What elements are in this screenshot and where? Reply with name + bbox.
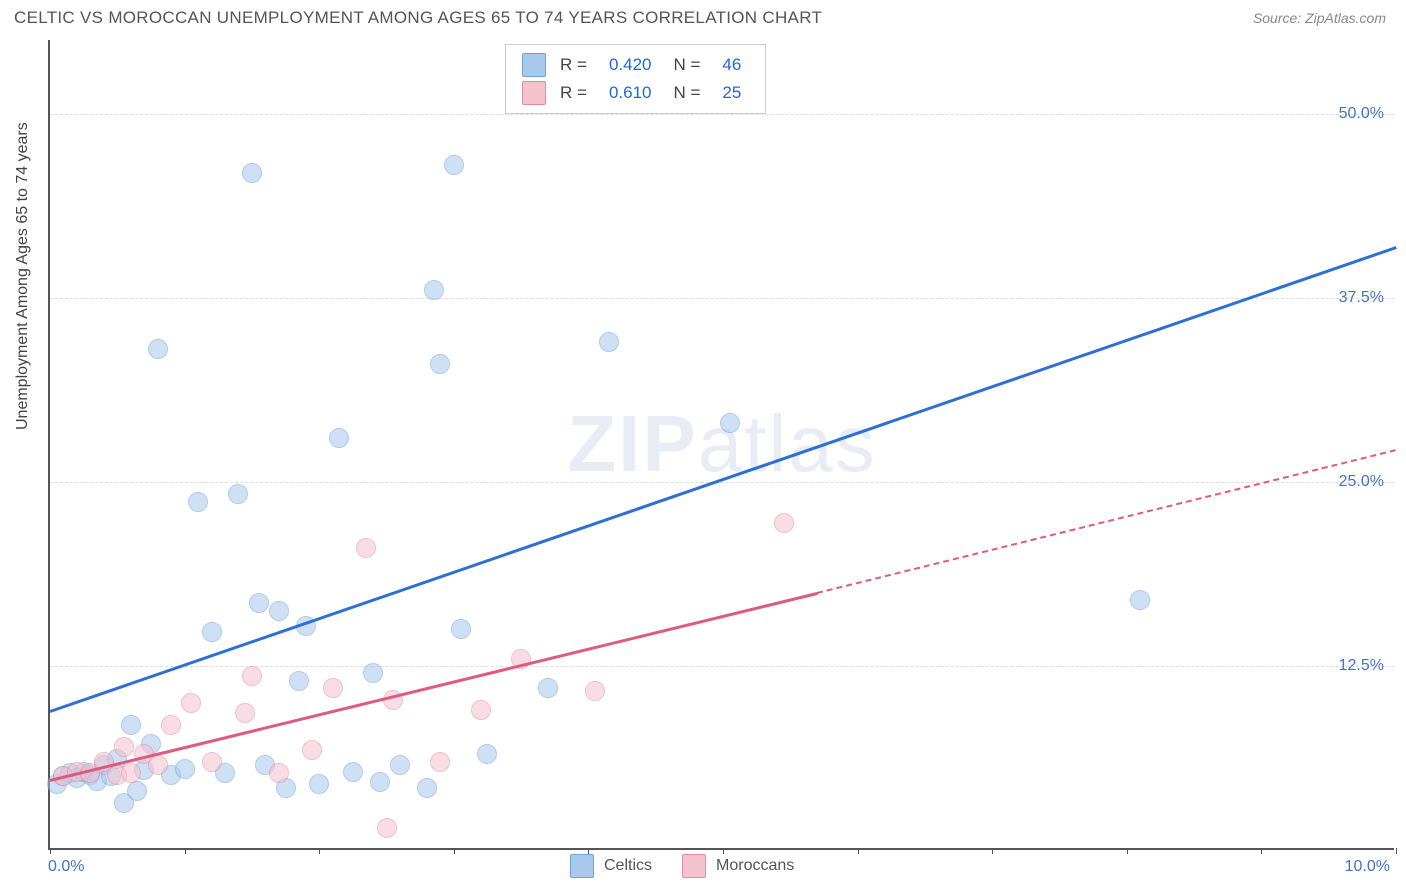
legend-item: Celtics — [570, 854, 652, 878]
data-point — [585, 681, 605, 701]
data-point — [720, 413, 740, 433]
data-point — [302, 740, 322, 760]
legend-r-label: R = — [560, 55, 587, 75]
x-tick — [723, 848, 724, 854]
legend-item: Moroccans — [682, 854, 794, 878]
data-point — [430, 354, 450, 374]
chart-title: CELTIC VS MOROCCAN UNEMPLOYMENT AMONG AG… — [14, 8, 822, 28]
x-tick — [588, 848, 589, 854]
legend-n-value: 46 — [714, 55, 749, 75]
x-tick-label: 10.0% — [1345, 858, 1390, 876]
data-point — [114, 737, 134, 757]
x-tick — [1396, 848, 1397, 854]
legend-label: Moroccans — [716, 857, 794, 875]
legend-n-label: N = — [673, 83, 700, 103]
data-point — [417, 778, 437, 798]
x-tick — [50, 848, 51, 854]
data-point — [242, 666, 262, 686]
data-point — [121, 715, 141, 735]
data-point — [202, 752, 222, 772]
chart-header: CELTIC VS MOROCCAN UNEMPLOYMENT AMONG AG… — [0, 0, 1406, 32]
legend-r-value: 0.610 — [601, 83, 660, 103]
y-tick-label: 12.5% — [1339, 657, 1384, 675]
data-point — [202, 622, 222, 642]
x-tick — [992, 848, 993, 854]
data-point — [370, 772, 390, 792]
y-axis-label: Unemployment Among Ages 65 to 74 years — [14, 122, 32, 430]
data-point — [774, 513, 794, 533]
data-point — [390, 755, 410, 775]
data-point — [228, 484, 248, 504]
data-point — [188, 492, 208, 512]
x-tick — [185, 848, 186, 854]
legend-row: R = 0.610 N = 25 — [522, 79, 749, 107]
trend-line — [50, 246, 1397, 713]
data-point — [242, 163, 262, 183]
data-point — [289, 671, 309, 691]
data-point — [430, 752, 450, 772]
legend-r-value: 0.420 — [601, 55, 660, 75]
data-point — [343, 762, 363, 782]
data-point — [538, 678, 558, 698]
data-point — [127, 781, 147, 801]
legend-correlation: R = 0.420 N = 46 R = 0.610 N = 25 — [505, 44, 766, 114]
legend-series: Celtics Moroccans — [570, 854, 794, 878]
data-point — [323, 678, 343, 698]
data-point — [451, 619, 471, 639]
trend-line — [817, 449, 1396, 594]
data-point — [599, 332, 619, 352]
legend-swatch — [522, 53, 546, 77]
data-point — [363, 663, 383, 683]
y-tick-label: 25.0% — [1339, 473, 1384, 491]
x-tick — [1127, 848, 1128, 854]
x-tick — [454, 848, 455, 854]
data-point — [309, 774, 329, 794]
data-point — [329, 428, 349, 448]
data-point — [424, 280, 444, 300]
data-point — [148, 339, 168, 359]
data-point — [175, 759, 195, 779]
legend-swatch — [570, 854, 594, 878]
legend-r-label: R = — [560, 83, 587, 103]
scatter-chart: ZIPatlas R =0.420N =46R =0.610N =25 Celt… — [48, 40, 1394, 850]
x-tick-label: 0.0% — [48, 858, 84, 876]
legend-row: R = 0.420 N = 46 — [522, 51, 749, 79]
data-point — [235, 703, 255, 723]
y-tick-label: 50.0% — [1339, 105, 1384, 123]
chart-source: Source: ZipAtlas.com — [1253, 10, 1386, 26]
data-point — [471, 700, 491, 720]
gridline — [50, 114, 1394, 115]
data-point — [269, 601, 289, 621]
data-point — [269, 763, 289, 783]
data-point — [377, 818, 397, 838]
data-point — [148, 755, 168, 775]
data-point — [181, 693, 201, 713]
legend-swatch — [522, 81, 546, 105]
data-point — [1130, 590, 1150, 610]
data-point — [356, 538, 376, 558]
data-point — [161, 715, 181, 735]
data-point — [444, 155, 464, 175]
data-point — [249, 593, 269, 613]
x-tick — [1261, 848, 1262, 854]
x-tick — [319, 848, 320, 854]
data-point — [477, 744, 497, 764]
data-point — [121, 763, 141, 783]
x-tick — [858, 848, 859, 854]
gridline — [50, 298, 1394, 299]
y-tick-label: 37.5% — [1339, 289, 1384, 307]
legend-n-label: N = — [673, 55, 700, 75]
legend-swatch — [682, 854, 706, 878]
gridline — [50, 482, 1394, 483]
legend-n-value: 25 — [714, 83, 749, 103]
legend-label: Celtics — [604, 857, 652, 875]
